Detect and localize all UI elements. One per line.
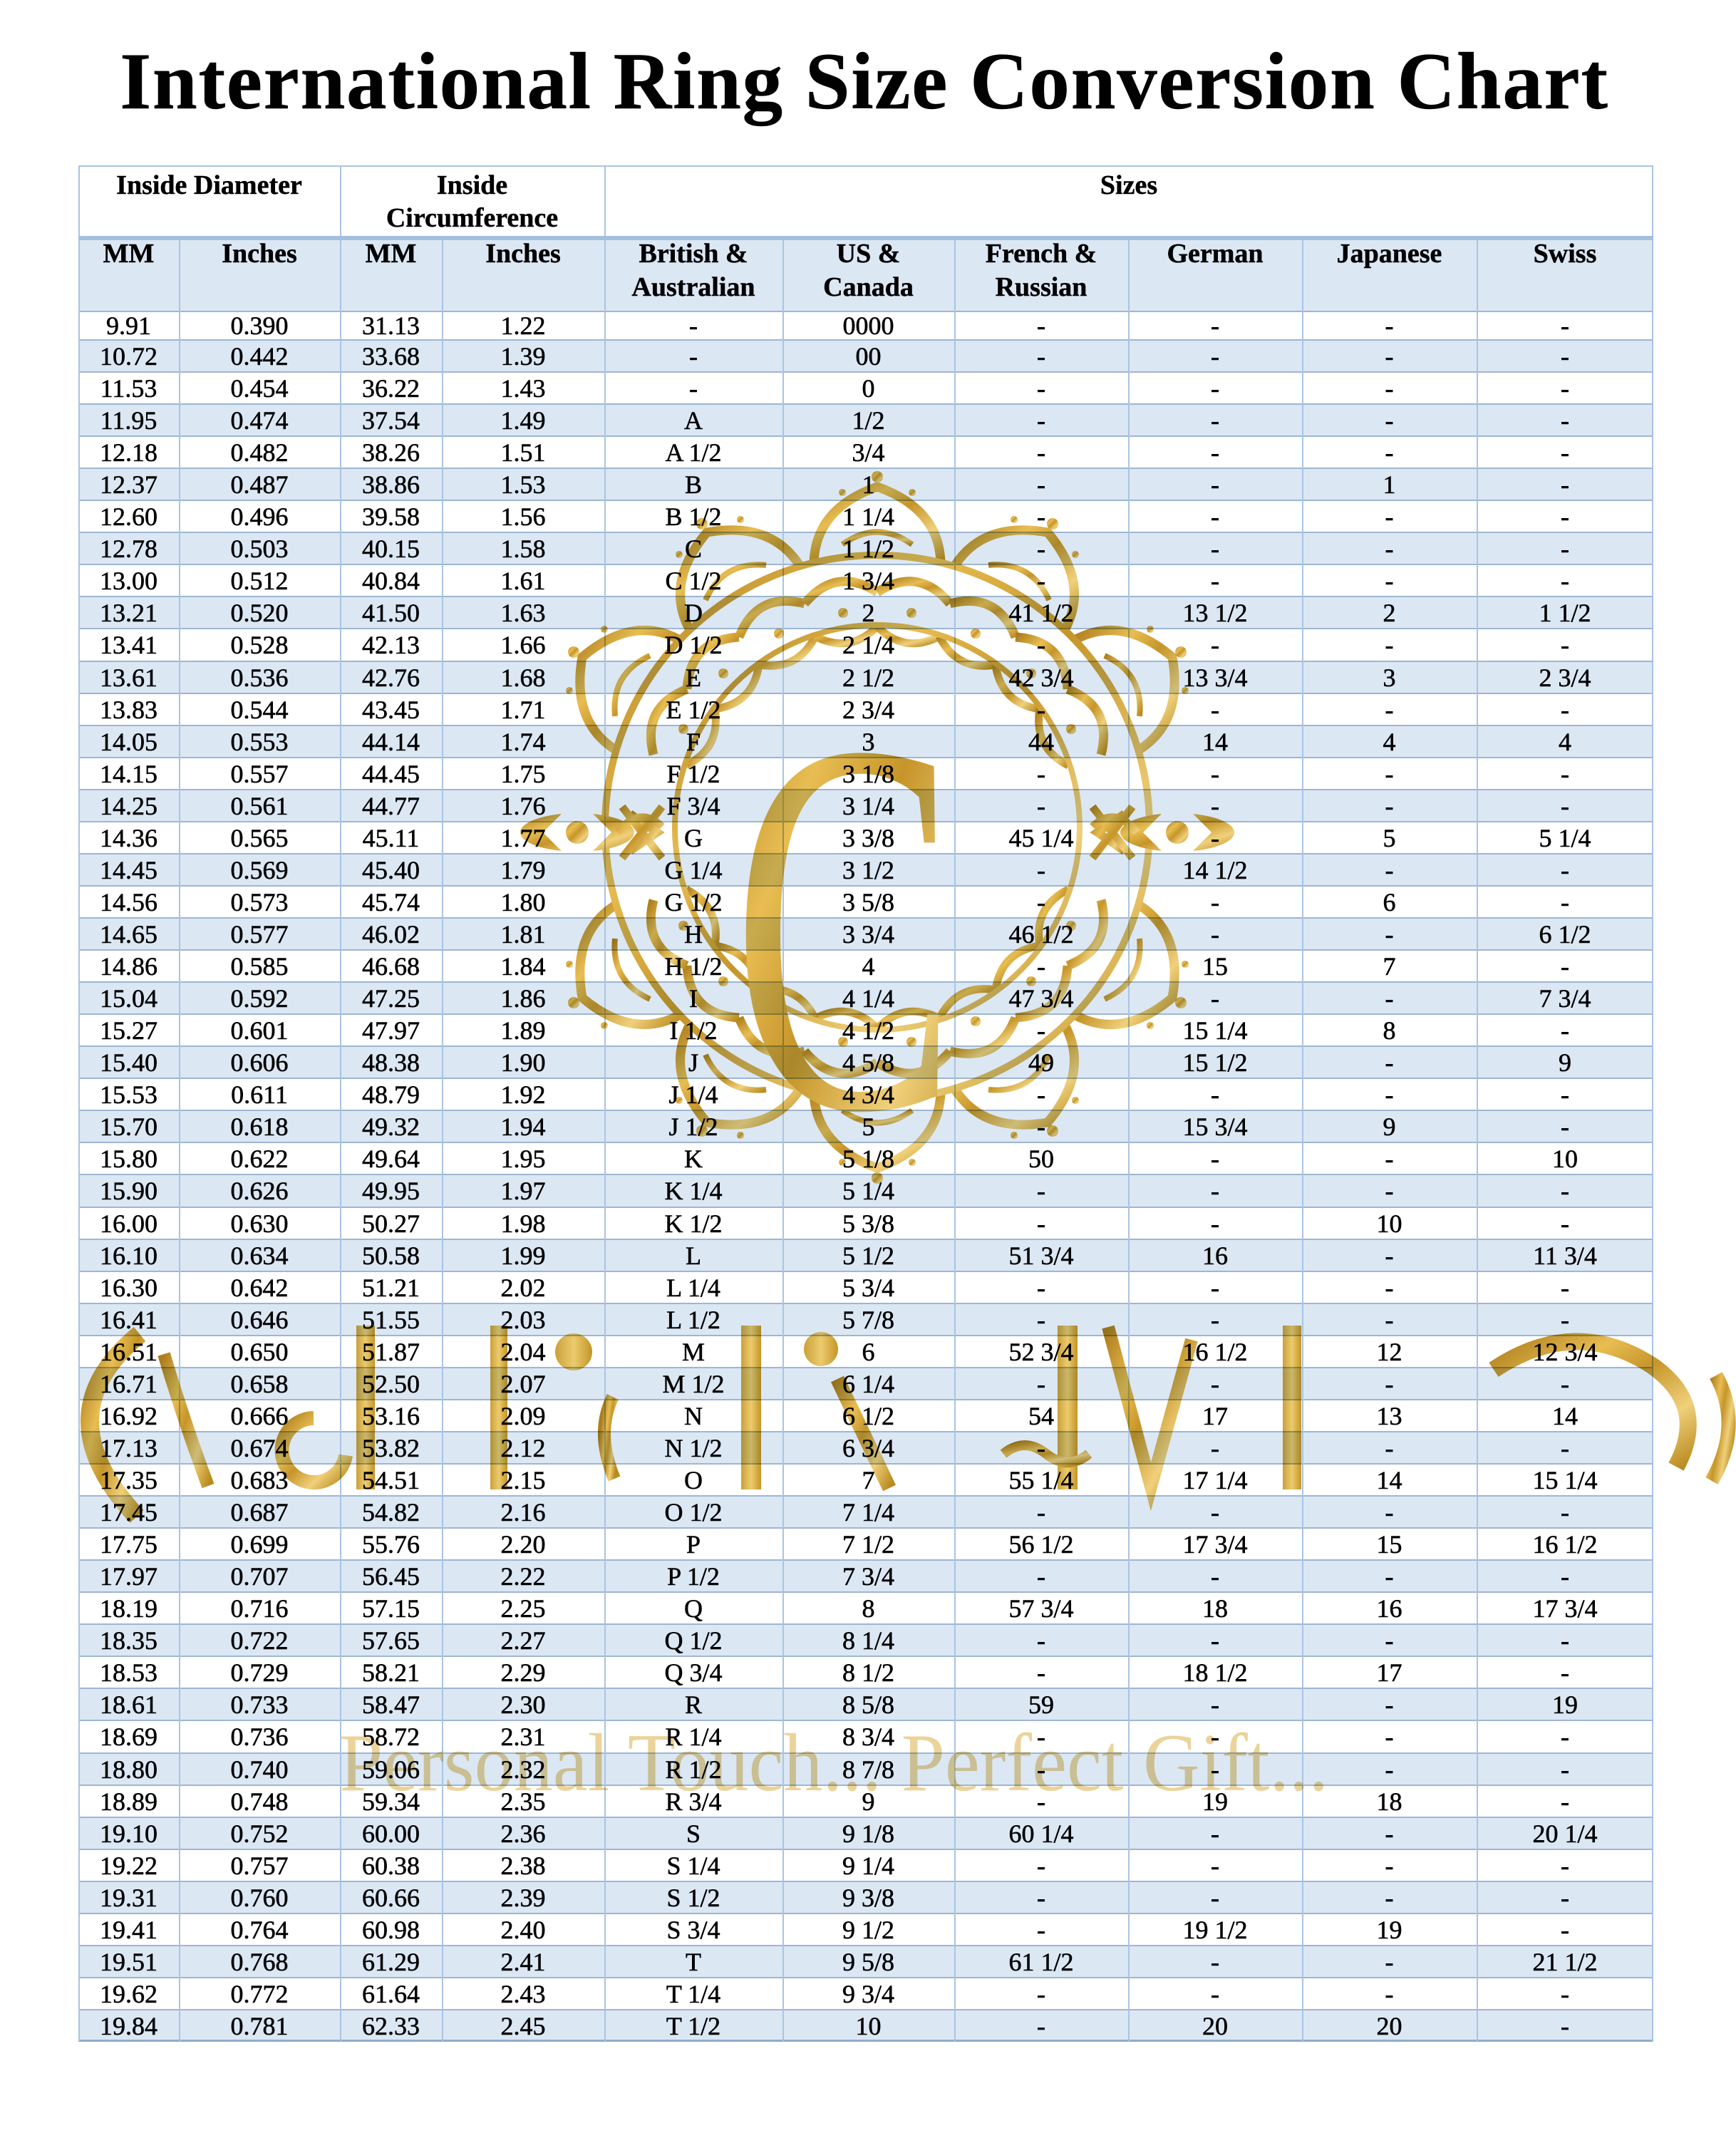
svg-text:C: C: [732, 630, 956, 1223]
svg-text:Personal Touch... Perfect Gift: Personal Touch... Perfect Gift...: [339, 1718, 1328, 1808]
